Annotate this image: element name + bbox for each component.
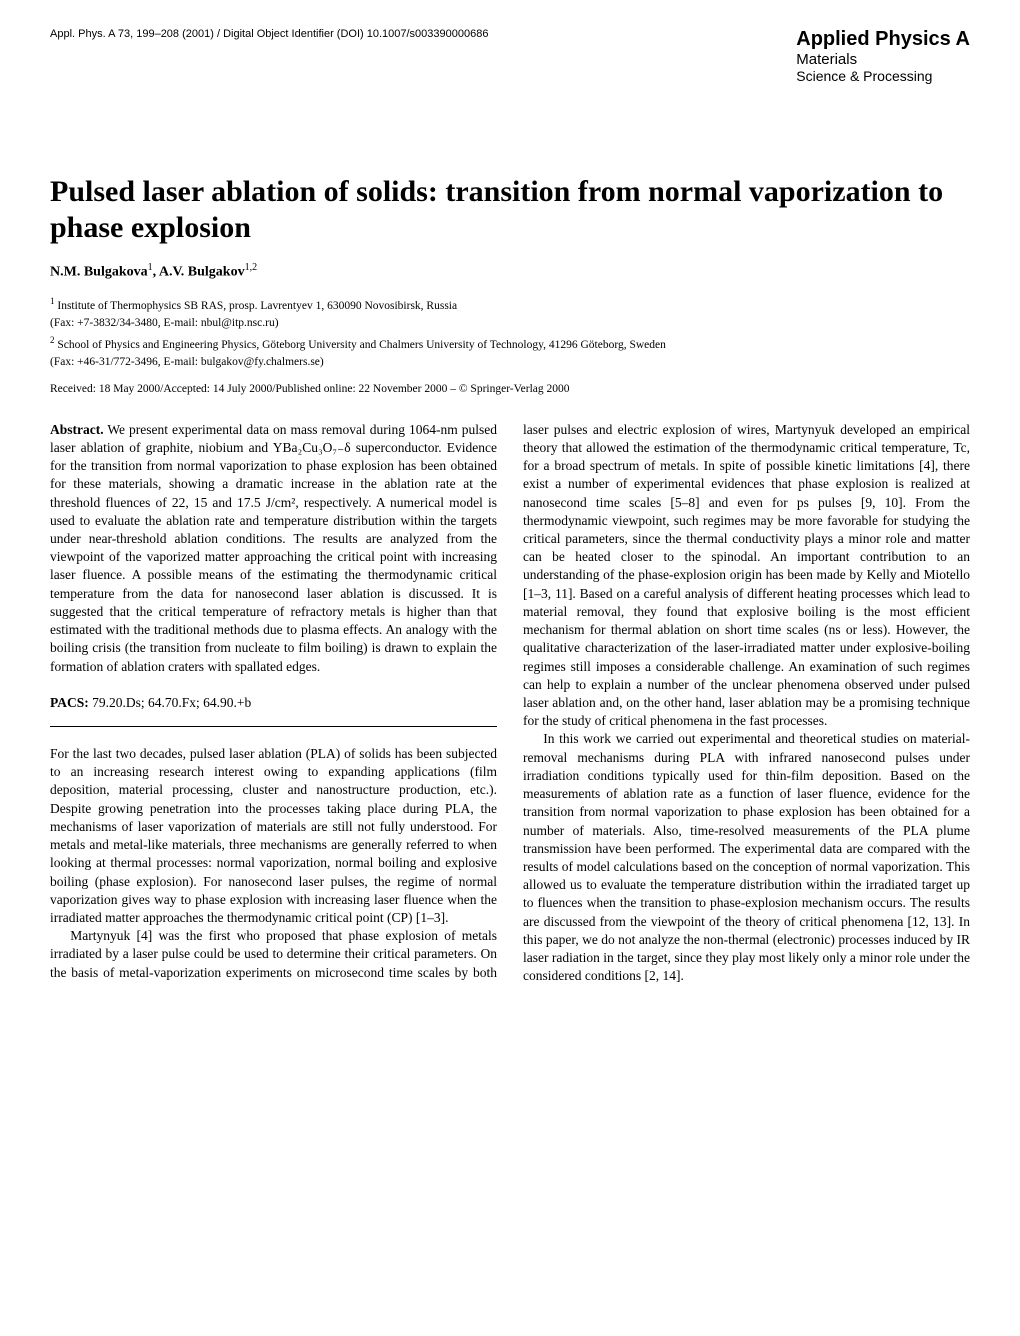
- running-head: Appl. Phys. A 73, 199–208 (2001) / Digit…: [50, 28, 488, 40]
- authors: N.M. Bulgakova1, A.V. Bulgakov1,2: [50, 262, 970, 281]
- affiliation-2-contact: (Fax: +46-31/772-3496, E-mail: bulgakov@…: [50, 355, 970, 371]
- journal-title: Applied Physics A: [796, 28, 970, 51]
- intro-paragraph-1: For the last two decades, pulsed laser a…: [50, 745, 497, 927]
- affiliation-1-text: Institute of Thermophysics SB RAS, prosp…: [55, 300, 458, 312]
- abstract-text: We present experimental data on mass rem…: [50, 422, 497, 674]
- article-title: Pulsed laser ablation of solids: transit…: [50, 174, 970, 246]
- author-2-name: A.V. Bulgakov: [159, 265, 245, 280]
- author-1-name: N.M. Bulgakova: [50, 265, 148, 280]
- intro-paragraph-3: In this work we carried out experimental…: [523, 730, 970, 985]
- pacs-label: PACS:: [50, 695, 89, 710]
- page-header: Appl. Phys. A 73, 199–208 (2001) / Digit…: [50, 28, 970, 84]
- journal-brand: Applied Physics A Materials Science & Pr…: [796, 28, 970, 84]
- abstract: Abstract. We present experimental data o…: [50, 421, 497, 676]
- affiliation-2-text: School of Physics and Engineering Physic…: [55, 339, 666, 351]
- pacs-codes: 79.20.Ds; 64.70.Fx; 64.90.+b: [89, 695, 252, 710]
- section-rule: [50, 726, 497, 727]
- journal-subtitle-2: Science & Processing: [796, 68, 970, 84]
- affiliation-2: 2 School of Physics and Engineering Phys…: [50, 334, 970, 353]
- abstract-label: Abstract.: [50, 422, 104, 437]
- journal-subtitle-1: Materials: [796, 51, 970, 68]
- body-columns: Abstract. We present experimental data o…: [50, 421, 970, 986]
- pacs: PACS: 79.20.Ds; 64.70.Fx; 64.90.+b: [50, 694, 497, 712]
- author-2-affil-sup: 1,2: [245, 262, 258, 273]
- received-line: Received: 18 May 2000/Accepted: 14 July …: [50, 383, 970, 395]
- affiliation-1-contact: (Fax: +7-3832/34-3480, E-mail: nbul@itp.…: [50, 316, 970, 332]
- affiliation-1: 1 Institute of Thermophysics SB RAS, pro…: [50, 295, 970, 314]
